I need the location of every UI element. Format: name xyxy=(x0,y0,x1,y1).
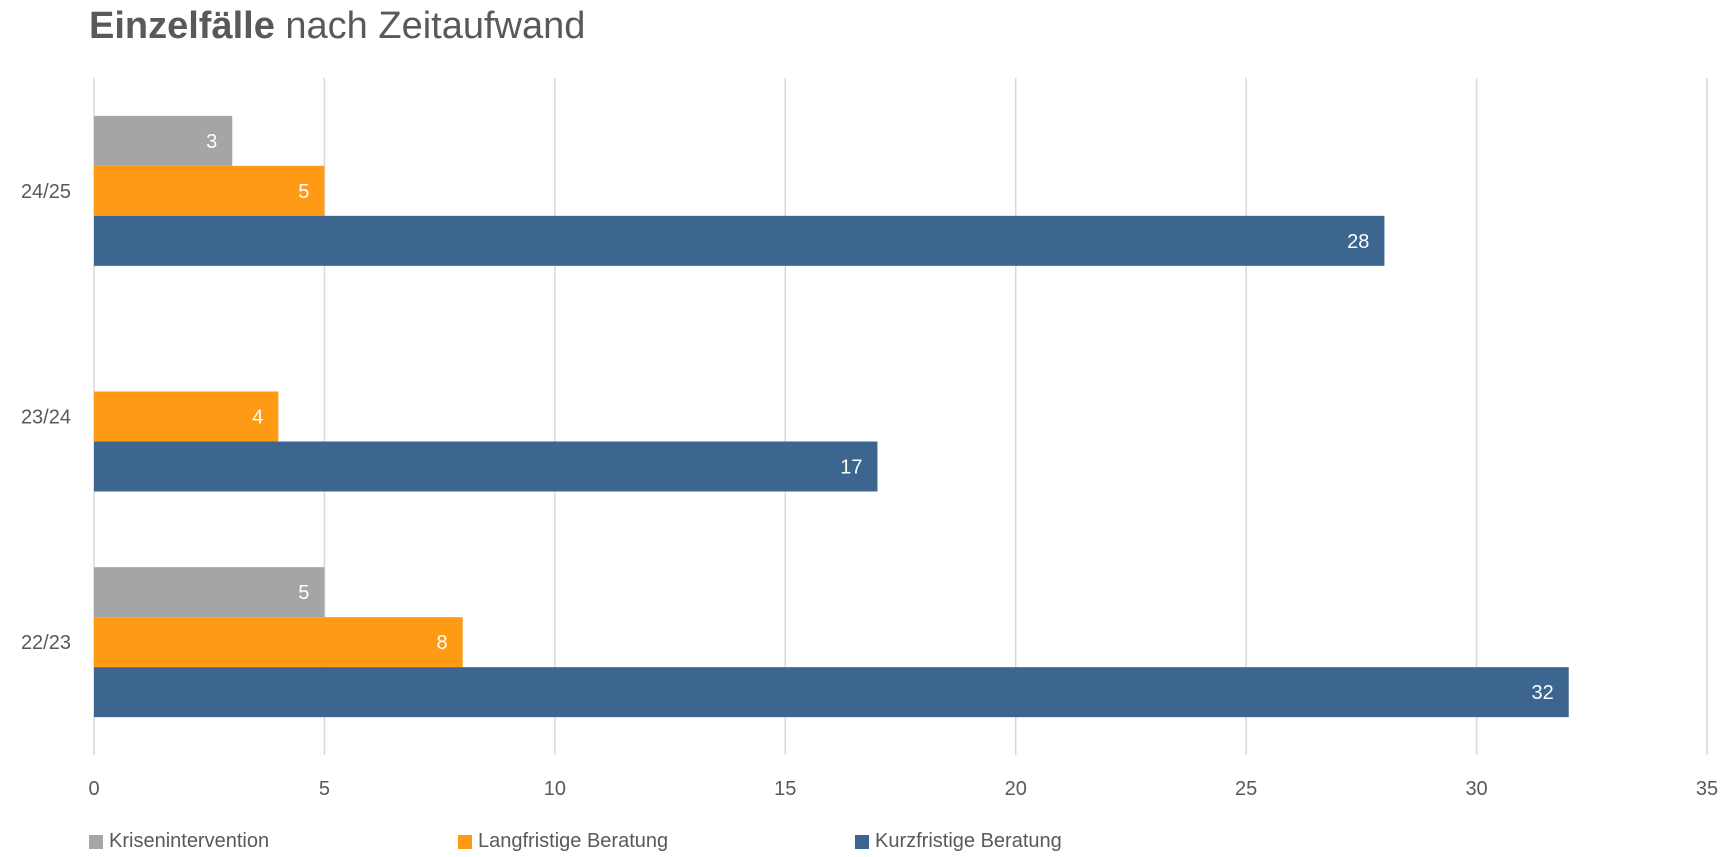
bar xyxy=(94,617,463,668)
data-label: 32 xyxy=(1531,682,1553,704)
legend-swatch xyxy=(458,834,472,849)
data-label: 28 xyxy=(1347,231,1369,253)
chart-title-bold: Einzelfälle xyxy=(89,5,275,47)
x-tick-label: 35 xyxy=(1696,778,1718,800)
y-category-label: 22/23 xyxy=(21,632,71,654)
legend-swatch xyxy=(855,834,869,849)
x-tick-label: 25 xyxy=(1235,778,1257,800)
legend-item-langfristige-beratung: Langfristige Beratung xyxy=(458,830,668,853)
data-label: 5 xyxy=(298,181,309,203)
bar xyxy=(94,441,878,492)
bar xyxy=(94,165,325,216)
bar xyxy=(94,567,325,618)
x-tick-label: 10 xyxy=(544,778,566,800)
legend-label: Kurzfristige Beratung xyxy=(875,830,1062,852)
chart-title-rest: nach Zeitaufwand xyxy=(274,5,586,47)
legend-label: Langfristige Beratung xyxy=(478,830,669,852)
x-tick-label: 5 xyxy=(319,778,330,800)
chart-title: Einzelfälle nach Zeitaufwand xyxy=(89,2,585,50)
bar xyxy=(94,215,1385,266)
legend-item-kurzfristige-beratung: Kurzfristige Beratung xyxy=(855,830,1062,853)
data-label: 8 xyxy=(437,632,448,654)
legend-item-kriseninterventi­on: Kriseninterventi­on xyxy=(89,830,269,853)
legend: Kriseninterventi­on Langfristige Beratun… xyxy=(0,830,1723,857)
data-label: 5 xyxy=(298,582,309,604)
y-category-label: 23/24 xyxy=(21,407,71,429)
legend-label: Kriseninterventi­on xyxy=(109,830,270,852)
bar xyxy=(94,115,233,166)
x-tick-label: 20 xyxy=(1005,778,1027,800)
x-tick-label: 15 xyxy=(774,778,796,800)
legend-swatch xyxy=(89,834,103,849)
data-label: 17 xyxy=(840,457,862,479)
y-category-label: 24/25 xyxy=(21,181,71,203)
x-tick-label: 30 xyxy=(1465,778,1487,800)
bar xyxy=(94,391,279,442)
data-label: 4 xyxy=(252,407,263,429)
data-label: 3 xyxy=(206,131,217,153)
x-tick-label: 0 xyxy=(88,778,99,800)
bar xyxy=(94,667,1569,718)
